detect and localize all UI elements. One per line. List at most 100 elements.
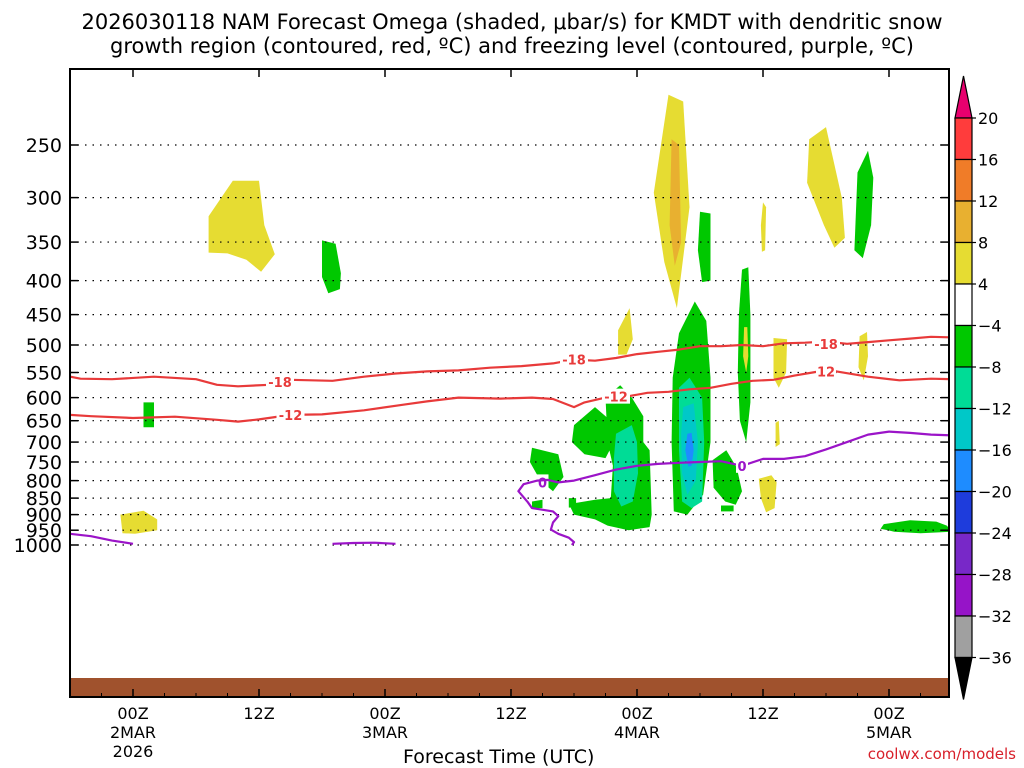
y-tick-label-300: 300: [26, 188, 62, 210]
colorbar-top-arrow: [954, 75, 973, 119]
colorbar-label-3: 8: [978, 234, 988, 253]
colorbar-box-5: [954, 283, 973, 327]
colorbar-label-9: −20: [978, 483, 1012, 502]
contour-label-1: -18: [814, 338, 838, 353]
contour-label-bg-8: [736, 457, 748, 473]
chart-title-line-1: 2026030118 NAM Forecast Omega (shaded, μ…: [81, 10, 943, 34]
colorbar-box-12: [954, 573, 973, 617]
y-tick-label-550: 550: [26, 363, 62, 385]
ground-layer: [70, 678, 949, 697]
y-tick-label-350: 350: [26, 232, 62, 254]
colorbar-box-2: [954, 158, 973, 202]
x-axis-label: Forecast Time (UTC): [403, 746, 595, 768]
x-tick-label-36-0: 12Z: [495, 704, 526, 723]
contour-label-2: -18: [268, 376, 292, 391]
y-tick-label-950: 950: [26, 520, 62, 542]
x-tick-label-0-1: 2MAR: [110, 723, 156, 742]
y-tick-label-750: 750: [26, 452, 62, 474]
x-tick-label-24-1: 3MAR: [362, 723, 408, 742]
x-tick-label-72-1: 5MAR: [866, 723, 912, 742]
colorbar-label-13: −36: [978, 649, 1012, 668]
colorbar-label-11: −28: [978, 566, 1012, 585]
y-tick-label-250: 250: [26, 135, 62, 157]
contour-line-0: [70, 335, 949, 388]
plot-frame: [69, 68, 950, 698]
omega-region-13: [773, 338, 788, 388]
contour-label-bg-2: [266, 373, 294, 389]
contour-label-5: 12: [817, 365, 835, 380]
y-tick-label-700: 700: [26, 432, 62, 454]
contour-label-8: 0: [737, 460, 746, 475]
colorbar-label-10: −24: [978, 524, 1012, 543]
y-tick-label-900: 900: [26, 505, 62, 527]
omega-region-8: [807, 127, 845, 248]
colorbar-label-6: −8: [978, 358, 1002, 377]
omega-region-14: [858, 332, 868, 381]
omega-region-25: [758, 475, 777, 513]
contour-line-6: [70, 532, 134, 545]
omega-region-26: [880, 520, 949, 534]
y-tick-label-800: 800: [26, 471, 62, 493]
y-tick-label-600: 600: [26, 388, 62, 410]
omega-region-2: [143, 402, 154, 428]
omega-region-5: [669, 139, 682, 266]
omega-region-9: [854, 150, 874, 259]
x-tick-label-0-0: 00Z: [117, 704, 148, 723]
y-tick-label-1000: 1000: [14, 535, 62, 557]
omega-region-24: [721, 505, 734, 512]
x-tick-label-12-0: 12Z: [243, 704, 274, 723]
colorbar-label-4: 4: [978, 275, 988, 294]
colorbar-label-5: −4: [978, 317, 1002, 336]
y-tick-label-500: 500: [26, 335, 62, 357]
omega-region-6: [697, 211, 711, 283]
contour-line-3: [70, 370, 949, 423]
contour-label-bg-3: [276, 406, 305, 422]
chart-title-line-2: growth region (contoured, red, ºC) and f…: [110, 34, 914, 58]
colorbar-label-1: 16: [978, 151, 998, 170]
colorbar-box-10: [954, 490, 973, 534]
contour-label-3: -12: [279, 409, 303, 424]
colorbar-bottom-arrow: [954, 656, 973, 700]
omega-region-27: [613, 425, 638, 507]
contour-label-4: -12: [604, 391, 628, 406]
contour-label-bg-6: [536, 474, 549, 490]
colorbar-label-8: −16: [978, 441, 1012, 460]
omega-region-12: [743, 327, 749, 373]
plot-background: [70, 69, 949, 697]
omega-region-23: [712, 450, 742, 505]
omega-region-18: [571, 407, 616, 459]
omega-region-3: [120, 510, 158, 534]
contour-label-bg-4: [602, 388, 630, 404]
x-tick-label-24-0: 00Z: [369, 704, 400, 723]
omega-region-30: [685, 432, 694, 467]
ground-fill: [70, 678, 949, 697]
contour-label-6: 0: [538, 476, 547, 491]
colorbar-label-7: −12: [978, 400, 1012, 419]
y-tick-label-850: 850: [26, 488, 62, 510]
x-tick-label-48-1: 4MAR: [614, 723, 660, 742]
colorbar-label-0: 20: [978, 109, 998, 128]
colorbar-box-4: [954, 241, 973, 285]
colorbar-box-7: [954, 366, 973, 410]
colorbar-box-11: [954, 532, 973, 576]
x-tick-label-72-0: 00Z: [873, 704, 904, 723]
omega-region-10: [618, 308, 633, 355]
omega-region-19: [532, 499, 543, 509]
colorbar-box-9: [954, 449, 973, 493]
contour-layer: -18 -18 -18 -12 -12 12 0 0: [70, 335, 949, 546]
contour-label-bg-5: [816, 363, 836, 379]
colorbar-box-3: [954, 200, 973, 244]
contour-label-bg-0: [560, 351, 588, 367]
omega-region-1: [322, 240, 341, 294]
y-tick-label-400: 400: [26, 271, 62, 293]
axis-layer: 2503003504004505005506006507007508008509…: [14, 69, 949, 761]
contour-label-0: -18: [562, 354, 586, 369]
omega-region-15: [775, 420, 780, 447]
colorbar-box-6: [954, 324, 973, 368]
colorbar-label-2: 12: [978, 192, 998, 211]
y-tick-label-650: 650: [26, 411, 62, 433]
x-tick-label-0-2: 2026: [113, 742, 154, 761]
y-tick-label-450: 450: [26, 305, 62, 327]
colorbar: 20 16 12 8 4 −4 −8 −12 −16 −20 −24 −28 −32 −36: [954, 75, 1012, 700]
